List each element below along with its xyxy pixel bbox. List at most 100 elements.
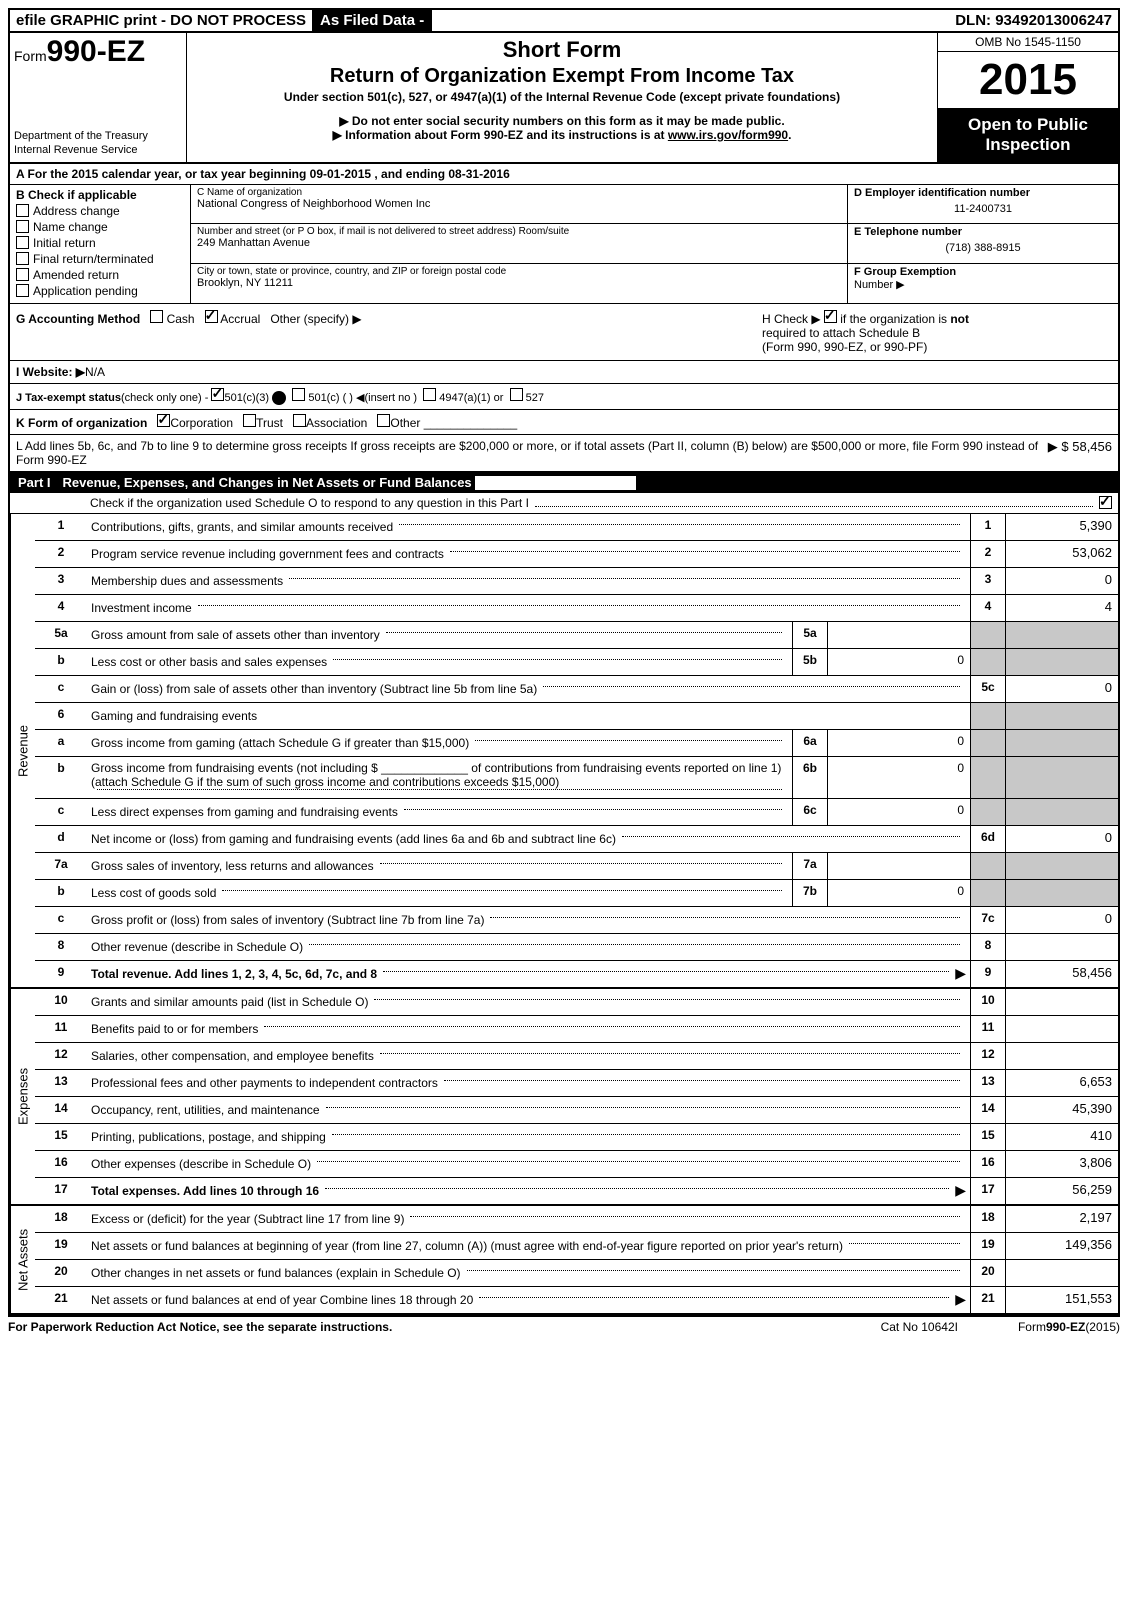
street-value: 249 Manhattan Avenue xyxy=(197,237,841,249)
checkbox-icon[interactable] xyxy=(510,388,523,401)
checkbox-icon[interactable] xyxy=(1099,496,1112,509)
phone-label: E Telephone number xyxy=(854,226,962,238)
sub-val: 0 xyxy=(828,649,970,675)
phone-row: E Telephone number (718) 388-8915 xyxy=(848,224,1118,264)
final-val: 0 xyxy=(1006,826,1118,852)
chk-amended-return[interactable]: Amended return xyxy=(16,268,184,282)
footer-year: (2015) xyxy=(1085,1320,1120,1334)
checkbox-icon[interactable] xyxy=(205,310,218,323)
line-d: dNet income or (loss) from gaming and fu… xyxy=(35,826,1118,853)
line-desc: Grants and similar amounts paid (list in… xyxy=(87,989,970,1015)
checkbox-icon[interactable] xyxy=(293,414,306,427)
checkbox-icon[interactable] xyxy=(157,414,170,427)
g-other: Other (specify) ▶ xyxy=(270,312,361,326)
line-11: 11Benefits paid to or for members11 xyxy=(35,1016,1118,1043)
line-16: 16Other expenses (describe in Schedule O… xyxy=(35,1151,1118,1178)
line-num: b xyxy=(35,649,87,675)
chk-application-pending[interactable]: Application pending xyxy=(16,284,184,298)
footer-form-num: 990-EZ xyxy=(1046,1320,1085,1334)
org-name-row: C Name of organization National Congress… xyxy=(191,185,847,225)
line-num: 12 xyxy=(35,1043,87,1069)
line-num: 18 xyxy=(35,1206,87,1232)
h-check: H Check ▶ if the organization is not req… xyxy=(762,310,1112,354)
footer-cat-no: Cat No 10642I xyxy=(881,1320,958,1334)
checkbox-icon xyxy=(16,284,29,297)
line-desc: Benefits paid to or for members xyxy=(87,1016,970,1042)
col-c: C Name of organization National Congress… xyxy=(191,185,847,303)
ein-label: D Employer identification number xyxy=(854,187,1030,199)
j-527: 527 xyxy=(526,392,544,404)
j-4947: 4947(a)(1) or xyxy=(439,392,503,404)
help-icon[interactable] xyxy=(272,391,286,405)
revenue-rows: 1Contributions, gifts, grants, and simil… xyxy=(35,514,1118,987)
chk-address-change[interactable]: Address change xyxy=(16,204,184,218)
line-c: cGain or (loss) from sale of assets othe… xyxy=(35,676,1118,703)
col-b: B Check if applicable Address change Nam… xyxy=(10,185,191,303)
part-title: Revenue, Expenses, and Changes in Net As… xyxy=(63,475,472,490)
checkbox-icon[interactable] xyxy=(824,310,837,323)
line-8: 8Other revenue (describe in Schedule O)8 xyxy=(35,934,1118,961)
sub-val: 0 xyxy=(828,799,970,825)
expenses-section: Expenses 10Grants and similar amounts pa… xyxy=(10,989,1118,1206)
checkbox-icon[interactable] xyxy=(292,388,305,401)
tax-year: 2015 xyxy=(938,52,1118,109)
line-desc: Less direct expenses from gaming and fun… xyxy=(87,799,792,825)
final-num: 14 xyxy=(970,1097,1006,1123)
line-b: bGross income from fundraising events (n… xyxy=(35,757,1118,799)
final-num: 11 xyxy=(970,1016,1006,1042)
final-val xyxy=(1006,1016,1118,1042)
line-num: 16 xyxy=(35,1151,87,1177)
org-name-label: C Name of organization xyxy=(197,187,841,198)
expenses-side-label: Expenses xyxy=(10,989,35,1204)
sub-val: 0 xyxy=(828,880,970,906)
line-desc: Other expenses (describe in Schedule O) xyxy=(87,1151,970,1177)
line-desc: Net income or (loss) from gaming and fun… xyxy=(87,826,970,852)
chk-initial-return[interactable]: Initial return xyxy=(16,236,184,250)
line-num: b xyxy=(35,757,87,798)
row-l-gross-receipts: L Add lines 5b, 6c, and 7b to line 9 to … xyxy=(10,435,1118,472)
checkbox-icon[interactable] xyxy=(150,310,163,323)
final-num: 19 xyxy=(970,1233,1006,1259)
line-num: d xyxy=(35,826,87,852)
k-assoc: Association xyxy=(306,416,367,430)
final-val-shaded xyxy=(1006,757,1118,798)
final-num: 7c xyxy=(970,907,1006,933)
under-section: Under section 501(c), 527, or 4947(a)(1)… xyxy=(195,90,929,104)
dln-number: DLN: 93492013006247 xyxy=(949,10,1118,31)
irs-link[interactable]: www.irs.gov/form990 xyxy=(668,128,788,142)
g-cash: Cash xyxy=(167,312,195,326)
line-desc: Gaming and fundraising events xyxy=(87,703,970,729)
checkbox-icon xyxy=(16,252,29,265)
line-num: 9 xyxy=(35,961,87,987)
short-form-title: Short Form xyxy=(195,37,929,63)
ein-row: D Employer identification number 11-2400… xyxy=(848,185,1118,225)
h-text-2: if the organization is xyxy=(840,312,950,326)
line-num: 11 xyxy=(35,1016,87,1042)
chk-final-return[interactable]: Final return/terminated xyxy=(16,252,184,266)
final-num: 1 xyxy=(970,514,1006,540)
omb-number: OMB No 1545-1150 xyxy=(938,33,1118,52)
line-desc: Total expenses. Add lines 10 through 16▶ xyxy=(87,1178,970,1204)
row-g-h: G Accounting Method Cash Accrual Other (… xyxy=(10,304,1118,361)
ein-value: 11-2400731 xyxy=(854,203,1112,215)
checkbox-icon xyxy=(16,268,29,281)
header-right: OMB No 1545-1150 2015 Open to Public Ins… xyxy=(937,33,1118,162)
checkbox-icon[interactable] xyxy=(423,388,436,401)
checkbox-icon[interactable] xyxy=(377,414,390,427)
final-val: 410 xyxy=(1006,1124,1118,1150)
line-c: cLess direct expenses from gaming and fu… xyxy=(35,799,1118,826)
checkbox-icon[interactable] xyxy=(243,414,256,427)
chk-label-text: Application pending xyxy=(33,284,138,298)
line-num: 10 xyxy=(35,989,87,1015)
sub-val xyxy=(828,622,970,648)
final-num: 5c xyxy=(970,676,1006,702)
line-19: 19Net assets or fund balances at beginni… xyxy=(35,1233,1118,1260)
k-corp: Corporation xyxy=(170,416,233,430)
form-num: 990-EZ xyxy=(47,35,145,68)
final-num-shaded xyxy=(970,649,1006,675)
city-value: Brooklyn, NY 11211 xyxy=(197,277,841,289)
col-b-title: B Check if applicable xyxy=(16,188,184,202)
checkbox-icon[interactable] xyxy=(211,388,224,401)
h-text-1: H Check ▶ xyxy=(762,312,821,326)
chk-name-change[interactable]: Name change xyxy=(16,220,184,234)
